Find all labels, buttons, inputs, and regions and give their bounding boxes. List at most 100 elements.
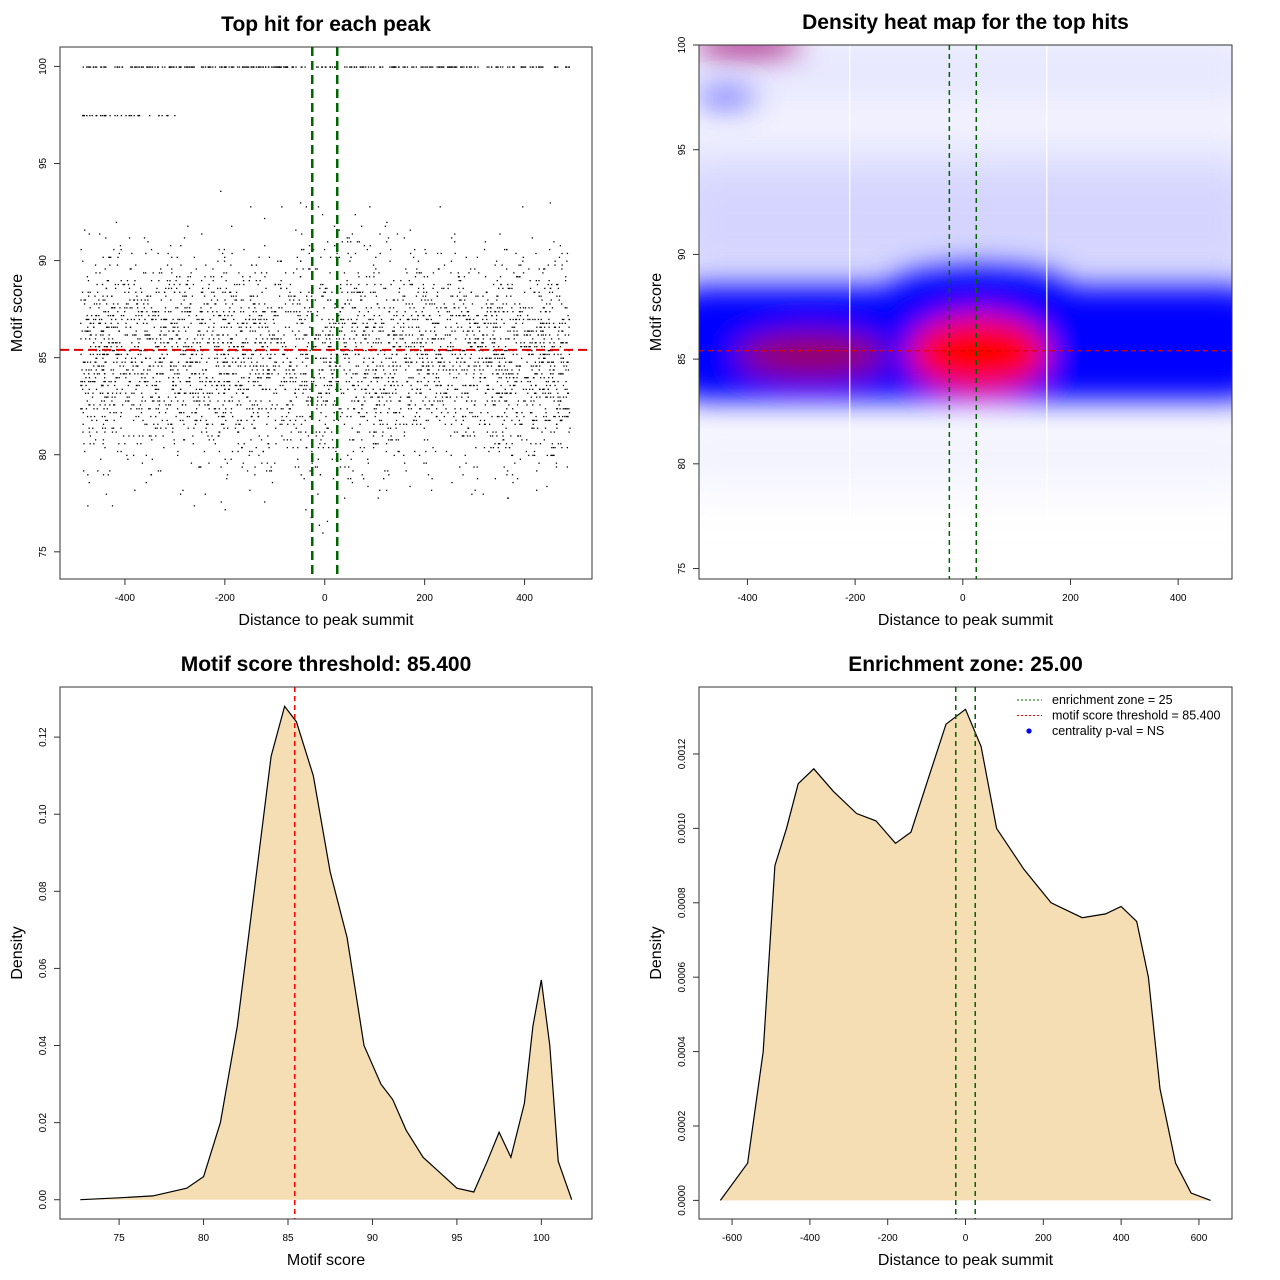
data-point: [298, 330, 300, 332]
y-tick-label: 0.10: [38, 804, 49, 824]
data-point: [567, 361, 569, 363]
data-point: [503, 419, 505, 422]
data-point: [143, 380, 146, 383]
data-point: [383, 392, 385, 394]
data-point: [477, 361, 479, 363]
data-point: [395, 361, 397, 363]
data-point: [382, 423, 384, 425]
data-point: [438, 66, 440, 68]
data-point: [447, 346, 449, 348]
data-point: [380, 318, 383, 321]
data-point: [407, 404, 409, 406]
data-point: [96, 291, 99, 293]
data-point: [496, 435, 498, 437]
data-point: [544, 353, 546, 356]
data-point: [375, 268, 377, 270]
data-point: [117, 353, 119, 356]
data-point: [542, 66, 544, 68]
data-point: [474, 400, 476, 402]
data-point: [146, 373, 148, 375]
data-point: [199, 311, 201, 313]
data-point: [517, 365, 519, 367]
data-point: [432, 287, 434, 290]
data-point: [263, 311, 265, 313]
data-point: [295, 229, 297, 231]
data-point: [86, 415, 89, 418]
data-point: [449, 318, 451, 321]
data-point: [108, 338, 110, 340]
data-point: [359, 66, 361, 68]
data-point: [92, 353, 94, 356]
data-point: [172, 427, 174, 429]
data-point: [465, 384, 467, 387]
data-point: [249, 373, 251, 375]
data-point: [98, 307, 100, 309]
data-point: [290, 365, 292, 367]
data-point: [386, 400, 388, 402]
data-point: [538, 291, 540, 293]
data-point: [391, 392, 394, 394]
data-point: [239, 384, 242, 387]
data-point: [105, 326, 108, 328]
data-point: [327, 427, 329, 429]
data-point: [443, 365, 446, 367]
data-point: [331, 458, 333, 460]
data-point: [201, 322, 203, 325]
data-point: [482, 342, 484, 344]
data-point: [141, 462, 144, 464]
data-point: [536, 489, 538, 491]
data-point: [535, 66, 537, 68]
data-point: [154, 388, 157, 391]
data-point: [474, 268, 476, 270]
data-point: [447, 384, 449, 387]
data-point: [345, 342, 347, 344]
data-point: [363, 415, 366, 418]
data-point: [454, 241, 456, 243]
data-point: [547, 380, 549, 383]
data-point: [88, 66, 91, 68]
data-point: [452, 346, 454, 348]
data-point: [94, 361, 96, 363]
data-point: [423, 66, 425, 68]
data-point: [267, 373, 270, 375]
data-point: [288, 369, 290, 371]
data-point: [105, 346, 107, 348]
data-point: [301, 415, 304, 418]
data-point: [155, 338, 158, 340]
data-point: [251, 353, 253, 356]
data-point: [543, 377, 545, 379]
data-point: [171, 256, 173, 258]
data-point: [255, 311, 257, 313]
data-point: [296, 322, 298, 325]
data-point: [431, 412, 433, 414]
data-point: [135, 388, 137, 391]
data-point: [258, 66, 260, 68]
data-point: [281, 423, 283, 425]
data-point: [346, 353, 348, 356]
data-point: [346, 415, 348, 418]
data-point: [299, 415, 301, 418]
data-point: [370, 380, 372, 383]
data-point: [149, 369, 151, 371]
data-point: [113, 349, 116, 352]
data-point: [563, 318, 565, 321]
data-point: [471, 400, 473, 402]
data-point: [325, 357, 327, 359]
data-point: [465, 295, 467, 297]
data-point: [521, 439, 523, 441]
data-point: [94, 439, 97, 441]
data-point: [536, 373, 538, 375]
data-point: [172, 388, 175, 391]
data-point: [450, 326, 452, 328]
data-point: [505, 295, 508, 297]
data-point: [514, 303, 516, 305]
data-point: [483, 446, 486, 449]
data-point: [534, 419, 536, 422]
data-point: [558, 338, 560, 340]
data-point: [86, 400, 88, 402]
data-point: [112, 349, 114, 352]
data-point: [242, 299, 244, 301]
data-point: [223, 380, 225, 383]
data-point: [512, 408, 514, 410]
data-point: [208, 404, 210, 406]
